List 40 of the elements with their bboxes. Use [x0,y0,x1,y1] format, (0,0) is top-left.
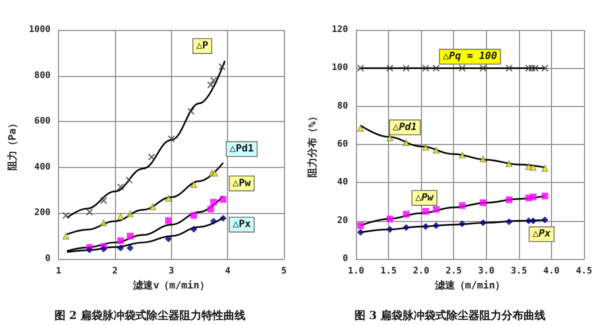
series-label: △P [196,40,208,52]
x-axis-title: 滤速（m/min） [434,280,506,292]
y-tick-label: 400 [34,162,51,172]
x-tick-label: 4.5 [576,266,592,276]
text: △Pd1 [230,144,254,155]
series-label: △Pq = 100 [442,51,498,62]
x-tick-label: 4.0 [543,266,560,276]
x-tick-label: 2.0 [413,266,430,276]
x-tick-label: 2 [112,266,118,276]
y-tick-label: 100 [332,63,348,74]
x-tick-label: 4 [224,266,231,276]
y-tick-label: 80 [337,101,348,112]
x-tick-label: 3.0 [478,266,494,276]
series-label: △Px [232,219,251,230]
y-tick-label: 1000 [28,25,51,35]
caption: 图 2 扁袋脉冲袋式除尘器阻力特性曲线 [54,309,246,322]
x-tick-label: 5 [281,266,287,276]
x-tick-label: 3 [168,266,174,276]
x-tick-label: 1 [56,266,62,276]
y-tick-label: 0 [45,254,51,264]
y-tick-label: 20 [337,216,348,226]
y-tick-label: 800 [34,70,51,81]
x-tick-label: 3.5 [510,266,527,276]
series-label: △Px [532,228,551,240]
x-tick-label: 1.0 [348,266,364,276]
y-tick-label: 600 [34,116,51,127]
x-axis-title: 滤速v（m/min） [132,280,210,292]
y-tick-label: 120 [332,25,348,35]
y-axis-title: 阻力分布（%） [306,111,318,178]
caption: 图 3 扁袋脉冲袋式除尘器阻力分布曲线 [354,309,546,322]
series-label: △Pw [232,178,252,189]
y-tick-label: 40 [337,178,348,188]
series-label: △Pw [415,192,434,204]
y-tick-label: 60 [337,140,348,150]
x-tick-label: 1.5 [380,266,397,276]
y-tick-label: 200 [34,208,51,218]
y-axis-title: 阻力（Pa） [6,118,18,171]
y-tick-label: 0 [342,254,348,264]
series-label: △Pd1 [392,122,417,133]
x-tick-label: 2.5 [446,266,462,276]
